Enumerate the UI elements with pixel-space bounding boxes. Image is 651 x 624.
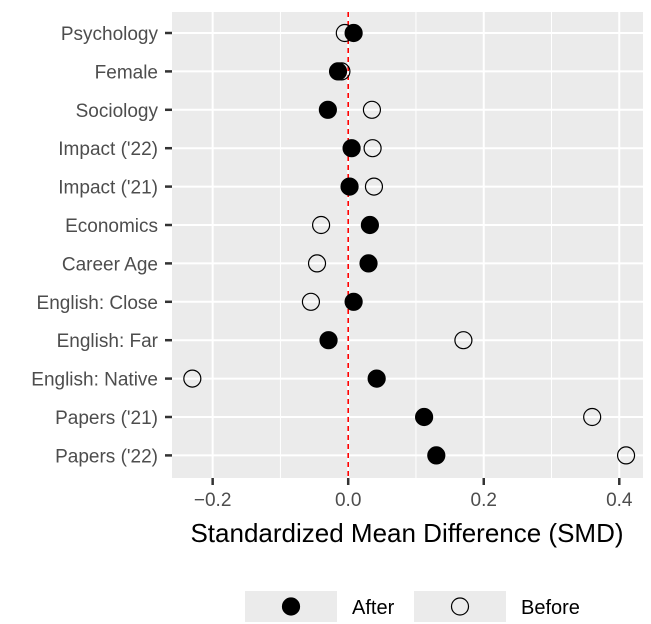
- y-axis: Psychology Female Sociology Impact ('22) Imp…: [31, 24, 172, 467]
- before-point: [583, 407, 602, 427]
- after-point: [427, 446, 446, 465]
- x-axis: −0.2 0.0 0.2 0.4: [194, 478, 633, 511]
- y-tick-label: Sociology: [76, 101, 159, 122]
- y-tick-label: Career Age: [62, 254, 158, 275]
- before-point: [183, 369, 202, 388]
- after-legend-marker: [281, 597, 301, 616]
- legend-label: After: [352, 597, 395, 619]
- x-tick-label: 0.0: [335, 490, 361, 511]
- plot-panel: [172, 12, 643, 478]
- y-tick-label: English: Close: [37, 293, 158, 314]
- after-point: [342, 139, 361, 158]
- y-tick-label: Impact ('21): [58, 178, 158, 199]
- before-legend-marker: [450, 597, 470, 616]
- legend: After Before: [245, 591, 580, 622]
- after-point: [344, 292, 363, 311]
- before-point: [616, 446, 636, 465]
- before-point: [364, 177, 384, 196]
- after-point: [318, 100, 337, 119]
- after-point: [359, 254, 378, 273]
- before-point: [362, 100, 382, 119]
- legend-label: Before: [521, 597, 580, 619]
- before-point: [301, 292, 321, 311]
- x-tick-label: 0.2: [471, 490, 497, 511]
- x-axis-title: Standardized Mean Difference (SMD): [190, 518, 623, 548]
- after-point: [367, 369, 386, 388]
- after-point: [340, 177, 359, 196]
- after-point: [360, 215, 379, 235]
- before-point: [311, 215, 331, 235]
- x-tick-label: 0.4: [606, 490, 633, 511]
- data-points: [183, 23, 636, 465]
- after-point: [415, 407, 434, 427]
- y-tick-label: Papers ('21): [55, 408, 158, 429]
- y-tick-label: English: Native: [31, 370, 158, 391]
- after-point: [328, 62, 348, 81]
- legend-key: [414, 591, 506, 622]
- y-tick-label: Psychology: [61, 24, 159, 45]
- y-tick-label: Economics: [65, 216, 158, 237]
- before-point: [363, 139, 382, 158]
- after-point: [344, 23, 363, 43]
- y-tick-label: Papers ('22): [55, 446, 158, 467]
- y-tick-label: Impact ('22): [58, 139, 158, 160]
- before-point: [307, 254, 327, 273]
- y-tick-label: English: Far: [57, 331, 159, 352]
- x-tick-label: −0.2: [194, 490, 232, 511]
- y-tick-label: Female: [95, 62, 158, 83]
- before-point: [454, 331, 473, 350]
- after-point: [319, 331, 338, 350]
- grid-lines: [172, 12, 643, 478]
